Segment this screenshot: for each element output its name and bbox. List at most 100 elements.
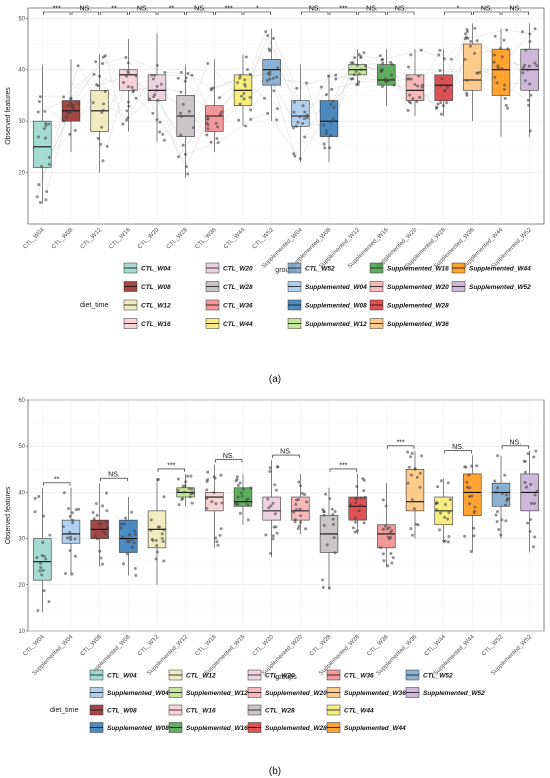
data-point xyxy=(205,133,209,137)
data-point xyxy=(95,537,99,541)
data-point xyxy=(334,77,338,81)
data-point xyxy=(74,508,78,512)
data-point xyxy=(238,481,242,485)
data-point xyxy=(271,501,275,505)
data-point xyxy=(495,509,499,513)
paired-line xyxy=(250,113,268,120)
data-point xyxy=(293,154,297,158)
data-point xyxy=(236,81,240,85)
legend-label: CTL_W28 xyxy=(265,707,295,714)
x-tick-label: CTL_W16 xyxy=(108,227,132,251)
data-point xyxy=(190,487,194,491)
x-tick-label: CTL_W28 xyxy=(166,227,190,251)
data-point xyxy=(103,54,107,58)
data-point xyxy=(268,73,272,77)
data-point xyxy=(476,71,480,75)
data-point xyxy=(420,454,424,458)
data-point xyxy=(102,529,106,533)
paired-line xyxy=(125,57,165,73)
x-tick-label: CTL_W20 xyxy=(252,634,276,658)
significance-label: NS. xyxy=(395,6,407,13)
data-point xyxy=(235,475,239,479)
data-point xyxy=(189,474,193,478)
data-point xyxy=(359,68,363,72)
data-point xyxy=(246,503,250,507)
x-tick-label: CTL_W28 xyxy=(309,634,333,658)
data-point xyxy=(133,529,137,533)
paired-line xyxy=(153,96,181,136)
legend-label: CTL_W16 xyxy=(141,321,171,328)
significance-label: ** xyxy=(169,6,175,13)
data-point xyxy=(500,55,504,59)
data-point xyxy=(121,535,125,539)
data-point xyxy=(126,61,130,65)
data-point xyxy=(48,533,52,537)
data-point xyxy=(500,518,504,522)
y-tick-label: 30 xyxy=(18,537,25,543)
data-point xyxy=(33,510,37,514)
data-point xyxy=(380,85,384,89)
data-point xyxy=(237,118,241,122)
data-point xyxy=(292,126,296,130)
paired-line xyxy=(441,59,466,115)
data-point xyxy=(529,518,533,522)
data-point xyxy=(245,67,249,71)
data-point xyxy=(274,525,278,529)
data-point xyxy=(438,48,442,52)
data-point xyxy=(105,144,109,148)
data-point xyxy=(292,510,296,514)
data-point xyxy=(212,475,216,479)
legend-label: Supplemented_W16 xyxy=(186,725,248,732)
data-point xyxy=(333,509,337,513)
x-tick-label: CTL_W16 xyxy=(194,634,218,658)
data-point xyxy=(383,524,387,528)
data-point xyxy=(463,534,467,538)
data-point xyxy=(160,537,164,541)
data-point xyxy=(206,61,210,65)
data-point xyxy=(62,491,66,495)
data-point xyxy=(409,101,413,105)
data-point xyxy=(181,102,185,106)
data-point xyxy=(73,128,77,132)
data-point xyxy=(95,513,99,517)
data-point xyxy=(351,526,355,530)
data-point xyxy=(467,495,471,499)
data-point xyxy=(297,524,301,528)
data-point xyxy=(40,553,44,557)
data-point xyxy=(473,505,477,509)
data-point xyxy=(500,492,504,496)
data-point xyxy=(183,79,187,83)
data-point xyxy=(469,39,473,43)
data-point xyxy=(242,91,246,95)
data-point xyxy=(416,84,420,88)
data-point xyxy=(217,96,221,100)
data-point xyxy=(524,485,528,489)
data-point xyxy=(187,109,191,113)
legend-label: CTL_W20 xyxy=(265,672,295,679)
data-point xyxy=(155,118,159,122)
significance-label: NS. xyxy=(108,472,120,479)
data-point xyxy=(534,449,538,453)
data-point xyxy=(348,502,352,506)
paired-line xyxy=(63,63,103,98)
data-point xyxy=(448,498,452,502)
significance-label: NS. xyxy=(194,6,206,13)
y-axis-title: Observed features xyxy=(5,87,12,145)
data-point xyxy=(148,97,152,101)
data-point xyxy=(408,93,412,97)
data-point xyxy=(293,520,297,524)
data-point xyxy=(47,600,51,604)
data-point xyxy=(179,133,183,137)
data-point xyxy=(359,56,363,60)
data-point xyxy=(249,117,253,121)
data-point xyxy=(409,455,413,459)
x-tick-label: CTL_W44 xyxy=(223,227,247,251)
data-point xyxy=(216,141,220,145)
data-point xyxy=(353,56,357,60)
data-point xyxy=(523,470,527,474)
significance-bracket xyxy=(243,11,271,15)
data-point xyxy=(209,140,213,144)
data-point xyxy=(154,88,158,92)
data-point xyxy=(330,87,334,91)
